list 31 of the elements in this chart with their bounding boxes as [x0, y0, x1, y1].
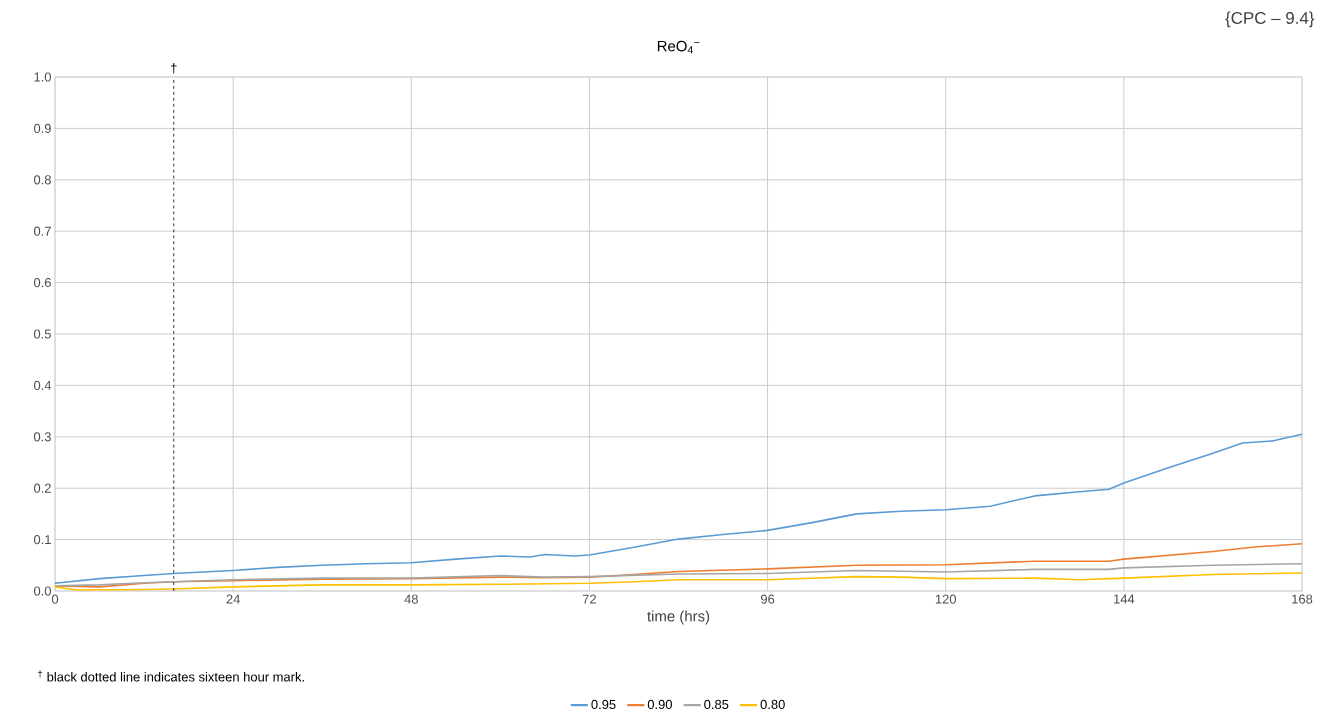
text: {CPC – 9.4} — [1225, 11, 1315, 28]
y-tick-label: 0.1 — [33, 535, 51, 545]
x-tick-label: 144 — [1114, 594, 1135, 604]
x-axis-title: time (hrs) — [647, 610, 710, 625]
legend-label: 0.95 — [591, 699, 616, 710]
y-tick-label: 0.2 — [33, 483, 51, 493]
y-tick-label: 1.0 — [34, 72, 51, 82]
y-tick-label: 0.9 — [33, 123, 51, 133]
line-series — [54, 433, 1303, 585]
line-series — [54, 572, 1303, 591]
line-series — [54, 562, 1303, 587]
ref-line-label: † — [171, 63, 177, 74]
legend-label: 0.80 — [760, 699, 785, 710]
y-tick-label: 0.5 — [33, 329, 51, 339]
y-tick-label: 0.0 — [33, 586, 51, 596]
legend-label: 0.85 — [704, 699, 729, 710]
legend-label: 0.90 — [647, 699, 673, 710]
y-tick-label: 0.7 — [33, 226, 51, 236]
x-tick-label: 72 — [582, 594, 596, 604]
x-tick-label: 120 — [935, 594, 957, 604]
x-tick-label: 168 — [1292, 594, 1313, 604]
x-tick-label: 96 — [760, 594, 775, 604]
y-tick-label: 0.6 — [33, 278, 51, 288]
x-tick-label: 48 — [404, 594, 418, 604]
y-tick-label: 0.8 — [33, 175, 51, 185]
y-tick-label: 0.3 — [33, 432, 51, 442]
x-tick-label: 24 — [226, 594, 240, 604]
text: $^{†}$ black dotted line indicates sixteen hour mark. — [38, 670, 304, 682]
chart-title: ReO$_{4}$− — [657, 40, 700, 54]
x-tick-label: 0 — [51, 594, 59, 604]
y-tick-label: 0.4 — [33, 380, 52, 390]
